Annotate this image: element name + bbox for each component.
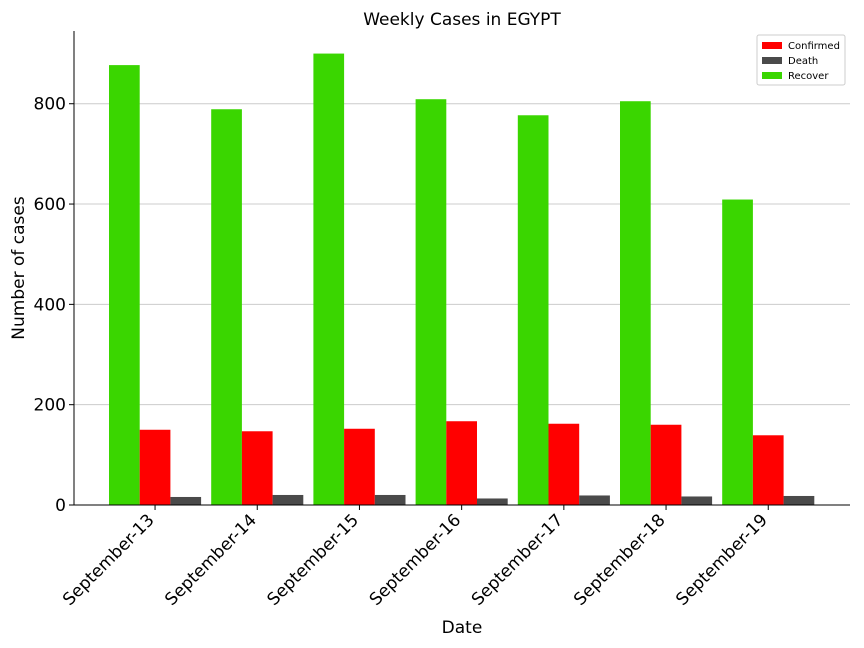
y-tick-label: 200 [34,396,66,416]
bar-death [477,498,508,505]
chart-title: Weekly Cases in EGYPT [363,10,561,30]
y-axis-label: Number of cases [9,196,29,340]
x-tick-label: September-13 [59,510,158,609]
legend-label-recover: Recover [788,71,829,82]
bar-recover [313,53,345,505]
bar-confirmed [548,423,580,505]
bar-confirmed [344,428,375,505]
bar-confirmed [139,429,171,505]
legend-label-confirmed: Confirmed [788,41,840,52]
x-tick-label: September-14 [161,510,260,609]
bar-confirmed [241,431,273,505]
bar-death [579,495,610,505]
x-axis-label: Date [442,618,483,638]
y-tick-label: 400 [34,295,66,315]
legend-swatch-confirmed [762,42,782,49]
x-tick-label: September-17 [468,510,567,609]
y-tick-label: 600 [34,195,66,215]
bars [109,53,815,506]
bar-recover [109,65,140,505]
bar-death [170,496,202,505]
bar-death [374,494,406,505]
legend-label-death: Death [788,56,818,67]
bar-recover [211,109,242,505]
x-tick-label: September-15 [264,510,363,609]
bar-death [272,494,304,505]
x-tick-label: September-18 [570,510,669,609]
x-tick-label: September-16 [366,510,465,609]
bar-confirmed [752,435,784,505]
y-tick-label: 0 [55,496,66,516]
legend-swatch-recover [762,72,782,79]
bar-recover [722,199,753,506]
bar-confirmed [446,421,477,505]
y-tick-label: 800 [34,95,66,115]
gridlines [74,103,850,406]
x-tick-label: September-19 [672,510,771,609]
bar-confirmed [650,424,682,505]
bar-death [681,496,713,505]
bar-recover [415,99,447,505]
bar-recover [620,101,651,505]
bar-recover [517,115,549,506]
x-ticks: September-13 September-14 September-15 Sept… [59,505,772,610]
y-ticks: 0 200 400 600 800 [34,95,74,516]
legend: Confirmed Death Recover [756,34,846,86]
legend-swatch-death [762,57,782,64]
bar-death [783,495,815,505]
